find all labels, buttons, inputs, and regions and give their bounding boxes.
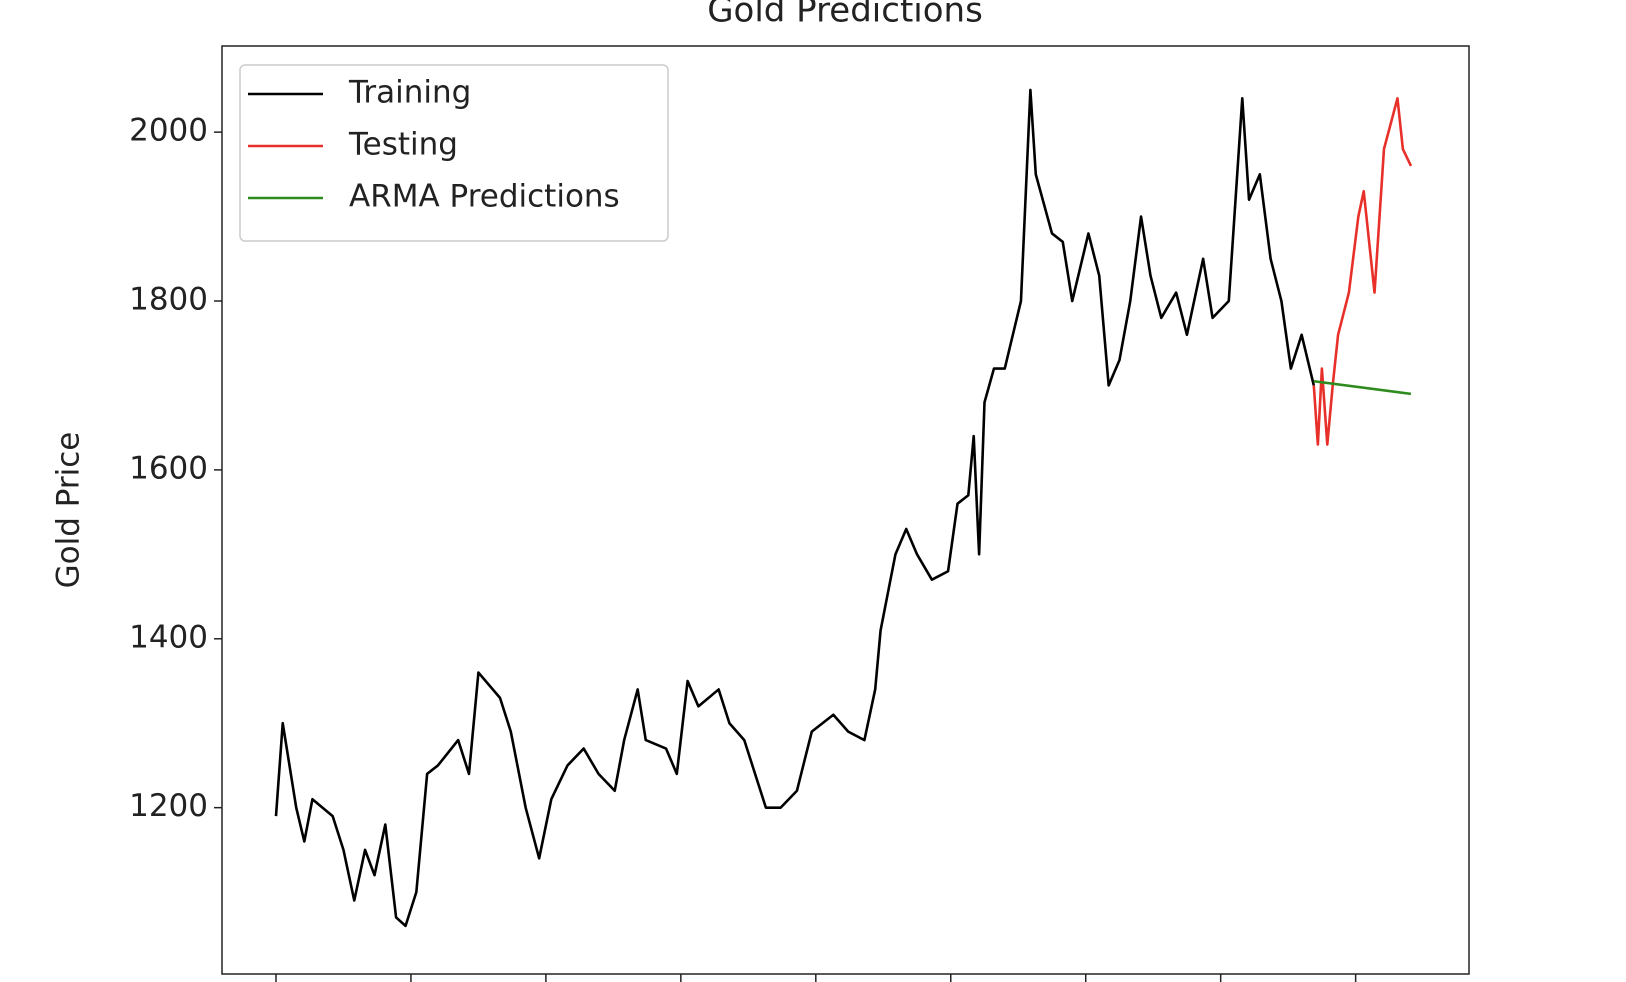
y-axis-label: Gold Price bbox=[51, 432, 87, 589]
y-tick-label: 1800 bbox=[129, 282, 208, 318]
legend-label: ARMA Predictions bbox=[349, 179, 620, 215]
series-line bbox=[1313, 379, 1412, 396]
legend-label: Testing bbox=[348, 127, 458, 163]
plot-frame bbox=[221, 45, 1470, 975]
legend-label: Training bbox=[348, 75, 471, 111]
legend-box bbox=[239, 64, 669, 242]
chart-title: Gold Predictions bbox=[707, 0, 983, 31]
y-tick-label: 1400 bbox=[129, 619, 208, 655]
y-tick-label: 1200 bbox=[129, 788, 208, 824]
y-tick-label: 1600 bbox=[129, 450, 208, 486]
series-line bbox=[274, 88, 1316, 928]
y-tick-label: 2000 bbox=[129, 113, 208, 149]
